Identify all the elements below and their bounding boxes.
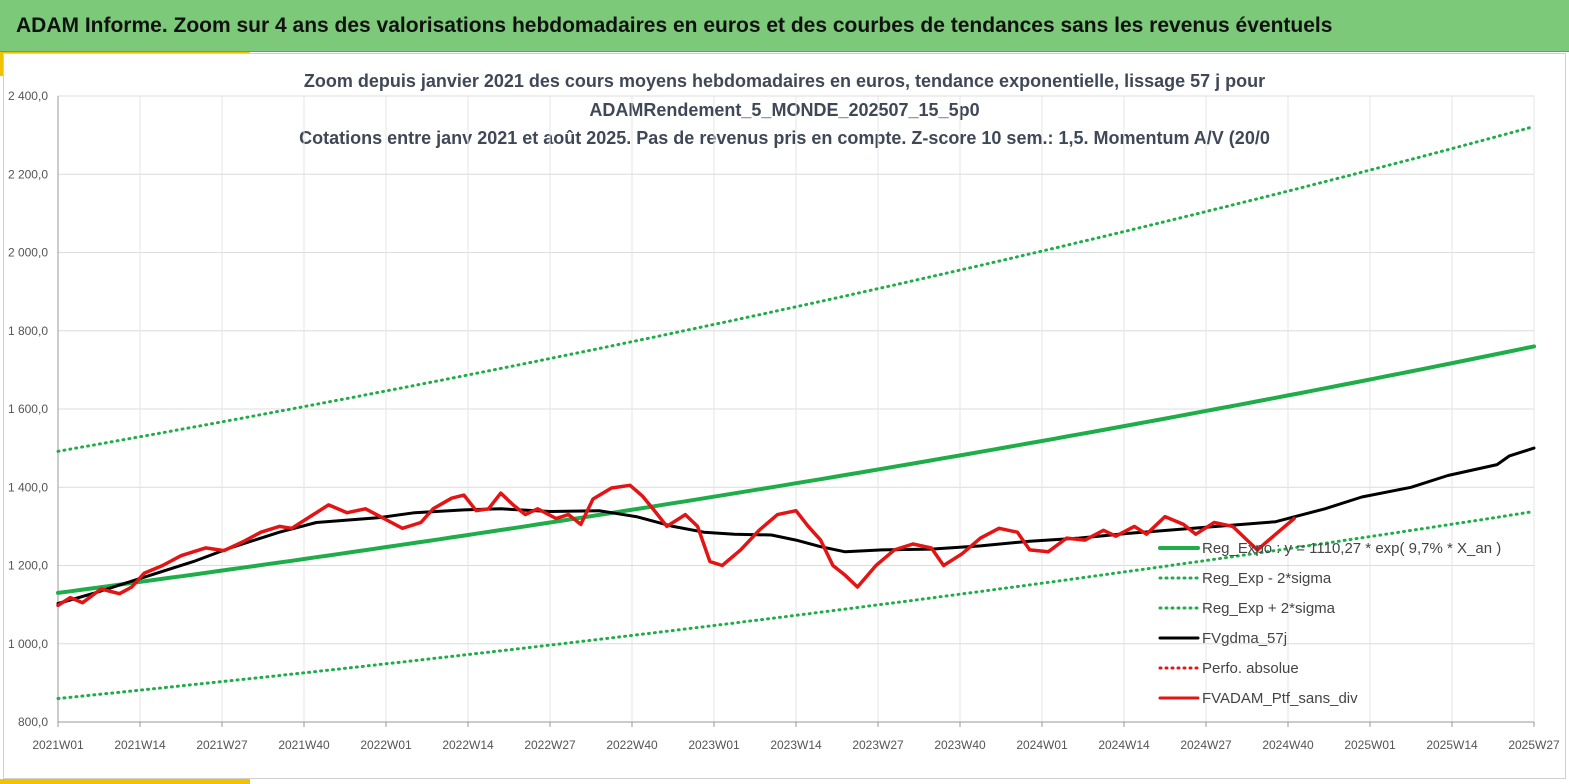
y-tick-label: 1 200,0 bbox=[8, 559, 48, 573]
y-tick-label: 2 400,0 bbox=[8, 89, 48, 103]
page-title: ADAM Informe. Zoom sur 4 ans des valoris… bbox=[16, 14, 1333, 37]
legend-label: Reg_Exp - 2*sigma bbox=[1202, 570, 1332, 587]
x-tick-label: 2023W27 bbox=[852, 738, 904, 752]
y-tick-label: 1 800,0 bbox=[8, 324, 48, 338]
series-line-5 bbox=[56, 483, 1296, 608]
y-tick-label: 1 400,0 bbox=[8, 480, 48, 494]
x-tick-label: 2023W01 bbox=[688, 738, 740, 752]
x-tick-label: 2023W40 bbox=[934, 738, 986, 752]
x-tick-label: 2021W01 bbox=[32, 738, 84, 752]
x-tick-label: 2022W01 bbox=[360, 738, 412, 752]
x-tick-label: 2025W01 bbox=[1344, 738, 1396, 752]
x-tick-label: 2024W40 bbox=[1262, 738, 1314, 752]
y-tick-label: 1 600,0 bbox=[8, 402, 48, 416]
y-tick-label: 1 000,0 bbox=[8, 637, 48, 651]
series-line-1 bbox=[56, 510, 1536, 700]
x-tick-label: 2025W14 bbox=[1426, 738, 1478, 752]
x-tick-label: 2021W40 bbox=[278, 738, 330, 752]
y-tick-label: 2 200,0 bbox=[8, 167, 48, 181]
legend-label: FVgdma_57j bbox=[1202, 630, 1287, 647]
chart-title-line-3: Cotations entre janv 2021 et août 2025. … bbox=[299, 128, 1270, 148]
series-line-2 bbox=[56, 125, 1536, 453]
x-tick-label: 2025W27 bbox=[1508, 738, 1560, 752]
legend-label: Reg_Expo : y = 1110,27 * exp( 9,7% * X_a… bbox=[1202, 540, 1501, 557]
series-line-3 bbox=[56, 446, 1536, 605]
chart-title-line-2: ADAMRendement_5_MONDE_202507_15_5p0 bbox=[589, 100, 980, 120]
x-tick-label: 2024W27 bbox=[1180, 738, 1232, 752]
x-tick-label: 2024W01 bbox=[1016, 738, 1068, 752]
x-tick-label: 2021W14 bbox=[114, 738, 166, 752]
x-tick-label: 2022W27 bbox=[524, 738, 576, 752]
y-tick-label: 2 000,0 bbox=[8, 246, 48, 260]
x-tick-label: 2022W40 bbox=[606, 738, 658, 752]
x-tick-label: 2024W14 bbox=[1098, 738, 1150, 752]
accent-bar-left bbox=[0, 52, 5, 76]
y-tick-label: 800,0 bbox=[18, 715, 48, 729]
legend-label: FVADAM_Ptf_sans_div bbox=[1202, 690, 1358, 707]
series-line-0 bbox=[56, 344, 1536, 595]
x-tick-label: 2021W27 bbox=[196, 738, 248, 752]
legend-label: Reg_Exp + 2*sigma bbox=[1202, 600, 1336, 617]
x-tick-label: 2023W14 bbox=[770, 738, 822, 752]
accent-bar-bottom bbox=[0, 779, 250, 784]
legend-label: Perfo. absolue bbox=[1202, 660, 1299, 677]
x-tick-label: 2022W14 bbox=[442, 738, 494, 752]
header-banner: ADAM Informe. Zoom sur 4 ans des valoris… bbox=[0, 0, 1569, 52]
chart-title-line-1: Zoom depuis janvier 2021 des cours moyen… bbox=[303, 71, 1266, 91]
